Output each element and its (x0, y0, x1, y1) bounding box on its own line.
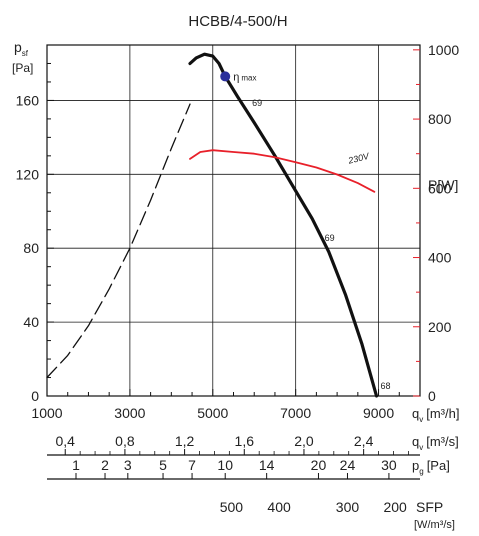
series-pressure-stable (188, 52, 379, 398)
secondary-scale-1: 1 2 3 5 7 10 14 20 24 30 pg [Pa] (47, 457, 450, 480)
scale-tick-label: 2,0 (294, 433, 314, 449)
scale-tick-label: 400 (267, 499, 291, 515)
right-tick-label: 400 (428, 250, 452, 266)
scale-tick-label: 14 (259, 457, 275, 473)
eta-max-label: η max (233, 71, 256, 83)
left-tick-label: 120 (16, 166, 40, 182)
right-tick-label: 800 (428, 111, 452, 127)
right-axis: 0 200 400 600 800 1000 P[W] (413, 42, 459, 404)
chart-title: HCBB/4-500/H (188, 13, 287, 30)
left-axis: 0 40 80 120 160 psf [Pa] (12, 39, 54, 404)
scale-tick-label: 5 (159, 457, 167, 473)
right-axis-label: P[W] (428, 177, 458, 193)
x-tick-label: 9000 (363, 405, 394, 421)
secondary-scales: 0,4 0,8 1,2 1,6 2,0 2,4 qv [m³/s] 1 2 3 5 7 10 14 20 24 3… (47, 433, 459, 531)
right-tick-label: 200 (428, 319, 452, 335)
scale-tick-label: 200 (383, 499, 407, 515)
scale-tick-label: 24 (340, 457, 356, 473)
x-tick-label: 3000 (114, 405, 145, 421)
right-tick-label: 1000 (428, 42, 459, 58)
annotations-layer: η max 69 69 68 230V (220, 71, 391, 391)
x-tick-label: 7000 (280, 405, 311, 421)
scale-tick-label: 20 (311, 457, 327, 473)
series-pressure-unstable (46, 103, 191, 379)
scale-label: qv [m³/s] (412, 434, 459, 452)
left-tick-label: 80 (23, 240, 39, 256)
eta-max-marker (220, 71, 231, 82)
scale-label: pg [Pa] (412, 458, 450, 476)
left-tick-label: 0 (31, 388, 39, 404)
left-tick-label: 40 (23, 314, 39, 330)
sfp-unit: [W/m³/s] (414, 519, 455, 531)
secondary-scale-0: 0,4 0,8 1,2 1,6 2,0 2,4 qv [m³/s] (47, 433, 459, 456)
scale-tick-label: 300 (336, 499, 360, 515)
scale-tick-label: 3 (124, 457, 132, 473)
right-tick-label: 0 (428, 388, 436, 404)
left-axis-unit: [Pa] (12, 61, 33, 75)
efficiency-label: 68 (381, 381, 391, 391)
scale-tick-label: 0,4 (56, 433, 76, 449)
scale-tick-label: 1,6 (235, 433, 255, 449)
scale-tick-label: 7 (188, 457, 196, 473)
x-axis: 1000 3000 5000 7000 9000 qv [m³/h] (31, 389, 459, 424)
scale-tick-label: 0,8 (115, 433, 135, 449)
left-axis-label: psf (14, 39, 29, 58)
plot-frame (46, 44, 421, 397)
grid (47, 45, 420, 396)
series-power (189, 149, 376, 193)
scale-tick-label: 30 (381, 457, 397, 473)
scale-tick-label: 10 (217, 457, 233, 473)
x-tick-label: 5000 (197, 405, 228, 421)
right-tick-label: 600 (428, 180, 452, 196)
scale-tick-label: 1 (72, 457, 80, 473)
efficiency-label: 69 (252, 98, 262, 108)
scale-tick-label: 2,4 (354, 433, 374, 449)
plot-border (46, 44, 421, 397)
efficiency-label: 69 (325, 233, 335, 243)
series-layer (46, 52, 379, 398)
scale-tick-label: 2 (101, 457, 109, 473)
x-axis-label: qv [m³/h] (412, 406, 459, 424)
left-tick-label: 160 (16, 92, 40, 108)
scale-tick-label: 1,2 (175, 433, 195, 449)
scale-tick-label: 500 (220, 499, 244, 515)
power-curve-label: 230V (346, 151, 371, 166)
sfp-label: SFP (416, 499, 443, 515)
secondary-scale-2: 500 400 300 200 SFP [W/m³/s] (220, 499, 455, 531)
x-tick-label: 1000 (31, 405, 62, 421)
